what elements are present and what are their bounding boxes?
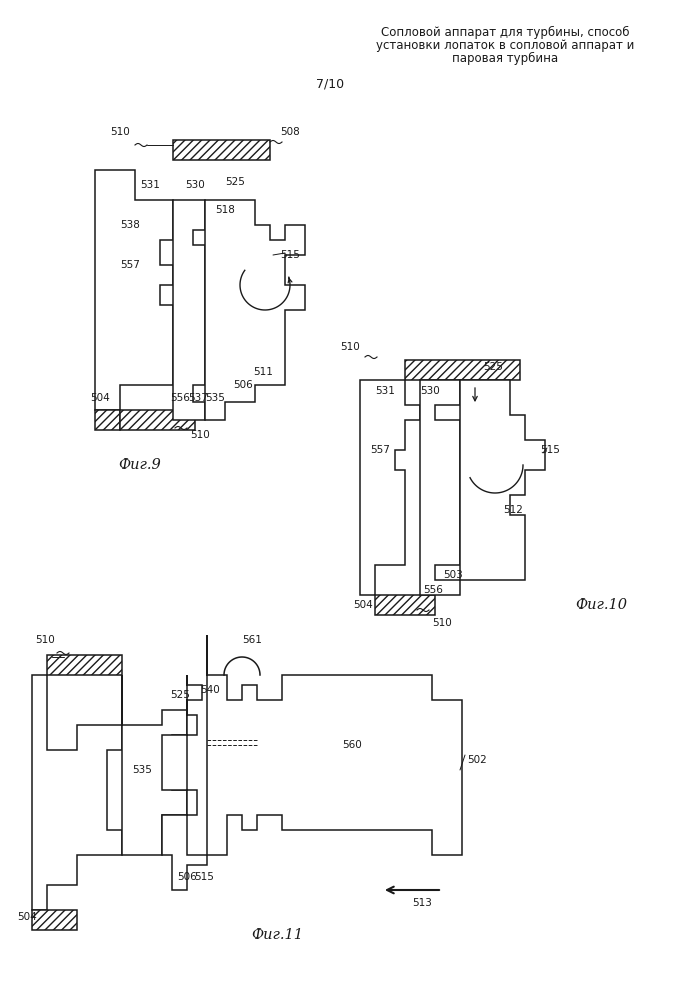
Text: 7/10: 7/10 [316, 78, 344, 91]
Text: 530: 530 [185, 180, 205, 190]
Text: 525: 525 [225, 177, 245, 187]
Polygon shape [375, 595, 435, 615]
Text: 506: 506 [233, 380, 253, 390]
Text: 561: 561 [242, 635, 262, 645]
Text: 531: 531 [375, 386, 395, 396]
Polygon shape [162, 675, 207, 890]
Text: 504: 504 [353, 600, 373, 610]
Text: 557: 557 [370, 445, 390, 455]
Text: 510: 510 [340, 342, 360, 352]
Text: 506: 506 [177, 872, 197, 882]
Polygon shape [32, 675, 122, 910]
Polygon shape [207, 635, 462, 855]
Text: 515: 515 [280, 250, 300, 260]
Text: 510: 510 [35, 635, 55, 645]
Text: 503: 503 [443, 570, 463, 580]
Text: 557: 557 [120, 260, 140, 270]
Text: 510: 510 [190, 430, 210, 440]
Text: 508: 508 [280, 127, 300, 137]
Text: 540: 540 [200, 685, 220, 695]
Text: 525: 525 [483, 362, 503, 372]
Text: 504: 504 [17, 912, 37, 922]
Polygon shape [360, 380, 420, 595]
Polygon shape [420, 380, 460, 595]
Polygon shape [120, 410, 195, 430]
Polygon shape [205, 200, 305, 420]
Polygon shape [460, 380, 545, 580]
Text: 537: 537 [188, 393, 208, 403]
Polygon shape [47, 655, 122, 675]
Text: Фиг.9: Фиг.9 [118, 458, 162, 472]
Text: 502: 502 [467, 755, 486, 765]
Text: 510: 510 [110, 127, 130, 137]
Text: 556: 556 [423, 585, 443, 595]
Text: установки лопаток в сопловой аппарат и: установки лопаток в сопловой аппарат и [376, 38, 634, 51]
Text: паровая турбина: паровая турбина [452, 51, 558, 65]
Text: Фиг.11: Фиг.11 [251, 928, 303, 942]
Text: 511: 511 [253, 367, 273, 377]
Text: 515: 515 [540, 445, 560, 455]
Text: 556: 556 [170, 393, 190, 403]
Polygon shape [32, 910, 77, 930]
Polygon shape [95, 170, 173, 410]
Polygon shape [122, 675, 187, 855]
Polygon shape [405, 360, 520, 380]
Text: 518: 518 [215, 205, 235, 215]
Text: Фиг.10: Фиг.10 [575, 598, 627, 612]
Polygon shape [173, 140, 270, 160]
Text: 512: 512 [503, 505, 523, 515]
Polygon shape [95, 410, 120, 430]
Text: 560: 560 [342, 740, 362, 750]
Text: 515: 515 [194, 872, 214, 882]
Text: 538: 538 [120, 220, 140, 230]
Text: 510: 510 [432, 618, 452, 628]
Text: 531: 531 [140, 180, 160, 190]
Text: 504: 504 [90, 393, 110, 403]
Text: 535: 535 [132, 765, 152, 775]
Text: 535: 535 [205, 393, 225, 403]
Text: 525: 525 [170, 690, 190, 700]
Text: Сопловой аппарат для турбины, способ: Сопловой аппарат для турбины, способ [381, 25, 629, 39]
Text: 513: 513 [412, 898, 432, 908]
Polygon shape [173, 200, 205, 420]
Text: 530: 530 [420, 386, 440, 396]
